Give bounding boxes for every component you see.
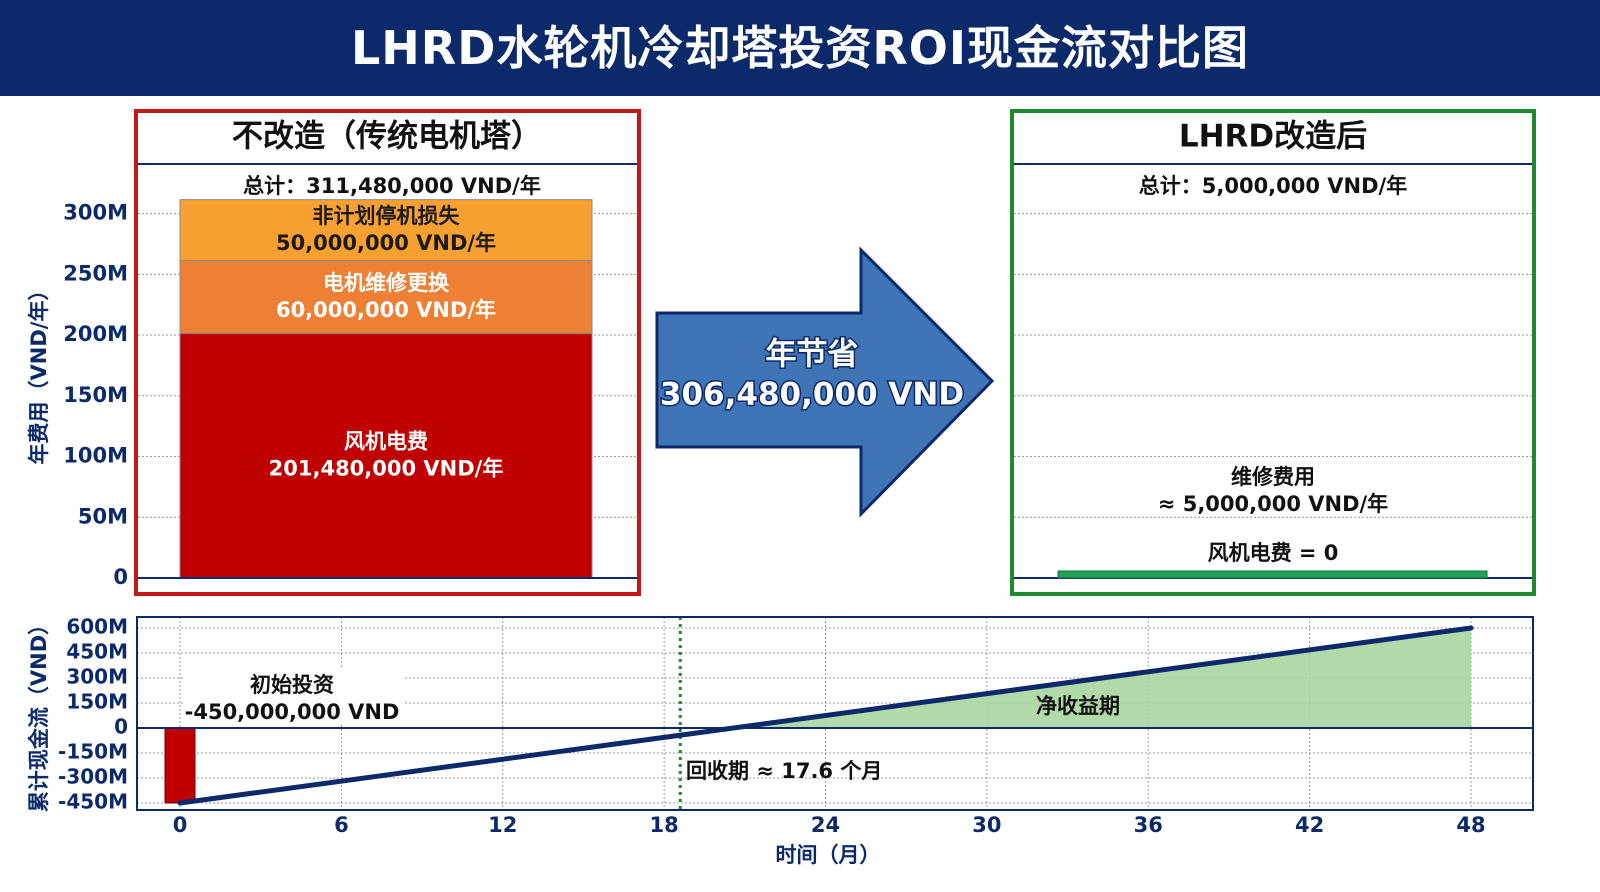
right-panel-border <box>1010 109 1536 596</box>
cumulative-cashflow-line <box>177 625 1474 806</box>
stacked-bar-segment <box>179 199 593 261</box>
y-tick-label: 0 <box>113 565 128 589</box>
savings-arrow-label: 年节省 <box>766 337 859 373</box>
cf-y-tick-label: -150M <box>58 740 128 764</box>
segment-label: 非计划停机损失 <box>313 204 461 228</box>
cf-y-tick-label: 150M <box>66 690 128 714</box>
cf-y-tick-label: 0 <box>114 715 128 739</box>
y-tick-label: 200M <box>63 322 128 346</box>
cf-x-tick-label: 36 <box>1134 813 1163 837</box>
maintenance-bar <box>1057 570 1488 579</box>
initial-investment-bar <box>164 727 196 804</box>
segment-label: 风机电费 <box>344 430 428 454</box>
segment-value-label: 60,000,000 VND/年 <box>276 298 496 322</box>
cf-y-tick-label: -450M <box>58 790 128 814</box>
y-tick-label: 100M <box>63 444 128 468</box>
savings-arrow-value: 306,480,000 VND <box>660 377 964 413</box>
cf-x-tick-label: 30 <box>972 813 1001 837</box>
net-benefit-label: 净收益期 <box>1036 694 1120 718</box>
segment-value-label: 50,000,000 VND/年 <box>276 231 496 255</box>
cf-y-tick-label: -300M <box>58 765 128 789</box>
cf-y-tick-label: 600M <box>66 615 128 639</box>
left-panel-title: 不改造（传统电机塔） <box>232 119 542 155</box>
y-tick-label: 150M <box>63 383 128 407</box>
left-panel-total: 总计：311,480,000 VND/年 <box>243 174 541 198</box>
y-tick-label: 300M <box>63 201 128 225</box>
maintenance-value-label: ≈ 5,000,000 VND/年 <box>1158 492 1388 516</box>
cf-x-tick-label: 6 <box>334 813 349 837</box>
cf-x-tick-label: 0 <box>173 813 188 837</box>
investment-label-bg <box>183 667 403 725</box>
payback-label: 回收期 ≈ 17.6 个月 <box>686 759 882 783</box>
y-axis-title: 年费用（VND/年） <box>27 280 51 465</box>
page-title: LHRD水轮机冷却塔投资ROI现金流对比图 <box>0 0 1600 96</box>
cf-x-tick-label: 12 <box>488 813 517 837</box>
maintenance-label: 维修费用 <box>1231 465 1315 489</box>
right-panel-total: 总计：5,000,000 VND/年 <box>1139 174 1407 198</box>
stacked-bar-segment <box>179 259 593 334</box>
segment-value-label: 201,480,000 VND/年 <box>269 457 504 481</box>
cf-x-axis-title: 时间（月） <box>776 843 881 867</box>
cf-y-tick-label: 300M <box>66 665 128 689</box>
y-tick-label: 50M <box>78 504 128 528</box>
cf-x-tick-label: 48 <box>1456 813 1485 837</box>
left-panel-border <box>134 109 641 596</box>
right-panel-title: LHRD改造后 <box>1179 119 1367 155</box>
cf-x-tick-label: 24 <box>811 813 840 837</box>
savings-arrow-shape <box>655 246 995 518</box>
cf-y-axis-title: 累计现金流（VND） <box>27 614 51 812</box>
cf-x-tick-label: 42 <box>1295 813 1324 837</box>
fan-power-zero-label: 风机电费 = 0 <box>1208 541 1339 565</box>
segment-label: 电机维修更换 <box>323 271 450 295</box>
stacked-bar-segment <box>179 332 593 579</box>
cf-y-tick-label: 450M <box>66 640 128 664</box>
initial-investment-label: 初始投资 <box>250 673 334 697</box>
cf-x-tick-label: 18 <box>650 813 679 837</box>
y-tick-label: 250M <box>63 261 128 285</box>
cf-plot-frame <box>136 616 1534 811</box>
initial-investment-value: -450,000,000 VND <box>185 700 400 724</box>
